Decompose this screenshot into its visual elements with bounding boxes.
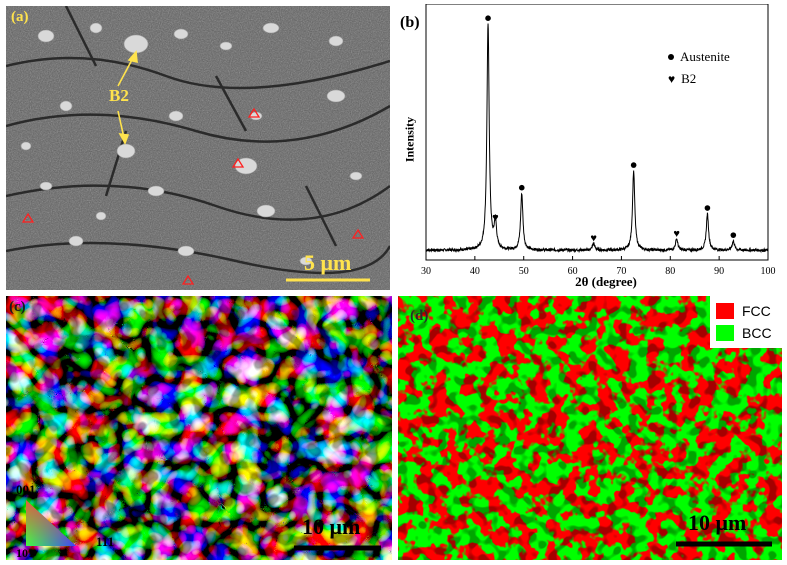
xrd-legend: Austenite ♥ B2 bbox=[668, 46, 730, 90]
ipf-triangle-key bbox=[26, 500, 76, 546]
sem-micrograph bbox=[6, 6, 390, 290]
austenite-peak-marker bbox=[730, 232, 737, 238]
panel-b-xrd-chart: 30 40 50 60 70 80 90 100 ♥ ♥ ♥ (b) Intensity 2θ (… bbox=[396, 4, 782, 294]
panel-d-label: (d) bbox=[410, 308, 429, 324]
panel-a-scale-bar-label: 5 μm bbox=[304, 250, 352, 275]
x-tick-label: 80 bbox=[665, 266, 675, 277]
legend-fcc: FCC bbox=[716, 300, 772, 322]
legend-austenite: Austenite bbox=[668, 46, 730, 68]
x-tick-label: 100 bbox=[761, 266, 776, 277]
x-tick-label: 30 bbox=[421, 266, 431, 277]
austenite-peak-marker bbox=[485, 15, 491, 21]
bcc-swatch bbox=[716, 325, 734, 341]
fcc-swatch bbox=[716, 303, 734, 319]
panel-a-sem-image: (a) B2 5 μm bbox=[6, 6, 390, 290]
x-tick-label: 60 bbox=[568, 266, 578, 277]
ipf-label-101: 101 bbox=[16, 546, 34, 560]
panel-b-label: (b) bbox=[400, 14, 420, 31]
ipf-map bbox=[6, 296, 392, 560]
legend-b2-label: B2 bbox=[681, 71, 697, 86]
panel-c-ipf-map: (c) 001 101 111 10 μm bbox=[6, 296, 392, 560]
xrd-chart: 30 40 50 60 70 80 90 100 ♥ ♥ ♥ bbox=[421, 4, 776, 277]
xrd-trace bbox=[425, 23, 769, 254]
x-tick-label: 40 bbox=[470, 266, 480, 277]
b2-annotation: B2 bbox=[109, 86, 129, 105]
legend-fcc-label: FCC bbox=[742, 303, 771, 319]
panel-c-label: (c) bbox=[9, 299, 26, 315]
austenite-peak-marker bbox=[704, 205, 711, 211]
b2-peak-marker: ♥ bbox=[673, 228, 680, 240]
x-tick-label: 70 bbox=[616, 266, 626, 277]
panel-a-label: (a) bbox=[11, 9, 29, 25]
b2-peak-marker: ♥ bbox=[492, 212, 499, 224]
legend-bcc: BCC bbox=[716, 322, 772, 344]
panel-d-scale-bar-label: 10 μm bbox=[688, 510, 747, 535]
legend-bcc-label: BCC bbox=[742, 325, 772, 341]
panel-c-scale-bar-label: 10 μm bbox=[302, 514, 361, 539]
heart-marker-icon: ♥ bbox=[668, 72, 676, 86]
x-tick-label: 90 bbox=[714, 266, 724, 277]
circle-marker-icon bbox=[668, 54, 674, 60]
x-tick-label: 50 bbox=[519, 266, 529, 277]
austenite-peak-marker bbox=[630, 162, 637, 168]
panel-d-phase-map: (d) FCC BCC 10 μm bbox=[398, 296, 782, 560]
ipf-label-111: 111 bbox=[96, 534, 115, 549]
legend-b2: ♥ B2 bbox=[668, 68, 730, 90]
plot-frame bbox=[425, 4, 769, 261]
austenite-peak-marker bbox=[518, 184, 525, 191]
ipf-label-001: 001 bbox=[16, 482, 36, 497]
y-axis-label: Intensity bbox=[402, 116, 417, 163]
b2-peak-marker: ♥ bbox=[590, 232, 597, 244]
x-axis-label: 2θ (degree) bbox=[575, 274, 637, 289]
legend-austenite-label: Austenite bbox=[680, 49, 730, 64]
phase-legend: FCC BCC bbox=[716, 300, 772, 344]
